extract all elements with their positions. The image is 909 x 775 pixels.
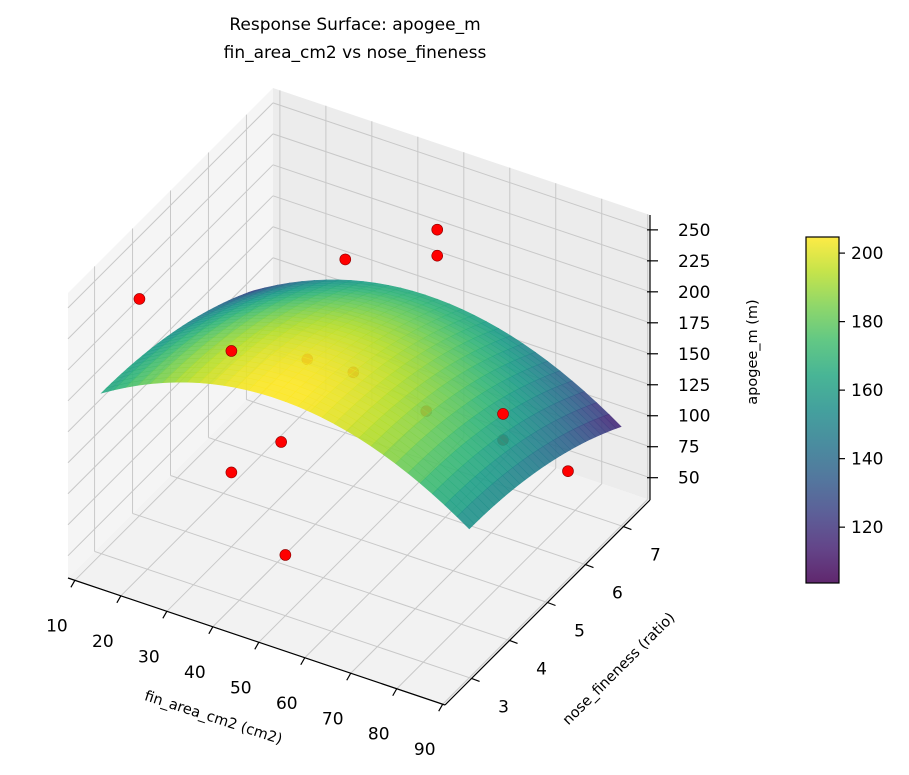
grid-line-z <box>67 133 274 340</box>
z-tick-label: 75 <box>678 438 700 458</box>
grid-line-z <box>272 102 651 231</box>
surface-patch <box>456 511 475 530</box>
y-tick <box>509 639 518 645</box>
x-tick-label: 50 <box>230 678 252 698</box>
colorbar-gradient <box>806 237 839 583</box>
chart-title: Response Surface: apogee_m <box>229 15 480 35</box>
y-tick-label: 7 <box>650 546 661 566</box>
data-point <box>133 293 146 305</box>
y-tick-label: 3 <box>498 697 509 717</box>
z-tick-label: 250 <box>678 221 710 241</box>
data-point <box>225 345 238 357</box>
response-surface <box>100 279 622 530</box>
grid-line-y <box>208 437 586 566</box>
y-tick-label: 5 <box>574 622 585 642</box>
grid-line-z <box>67 195 274 402</box>
x-tick-label: 90 <box>414 740 436 760</box>
data-point <box>497 408 509 420</box>
grid-line-z <box>67 226 274 433</box>
x-tick-label: 60 <box>276 694 298 714</box>
x-tick <box>162 611 168 619</box>
x-tick <box>116 595 122 604</box>
grid-line-z <box>67 164 274 371</box>
visible-data-points <box>133 223 509 561</box>
data-point <box>431 249 444 262</box>
y-tick-label: 6 <box>612 584 623 604</box>
grid-line-z <box>67 102 274 309</box>
z-tick-label: 225 <box>678 252 710 272</box>
x-tick <box>208 626 214 635</box>
x-tick <box>254 641 260 650</box>
grid-line-y <box>170 475 548 603</box>
x-axis-line <box>67 577 446 706</box>
colorbar-tick-label: 180 <box>851 313 883 333</box>
y-tick <box>585 563 594 569</box>
colorbar-tick-label: 120 <box>851 518 883 538</box>
chart-subtitle: fin_area_cm2 vs nose_fineness <box>224 43 487 63</box>
x-tick <box>392 688 398 697</box>
z-tick-label: 125 <box>678 376 710 396</box>
x-tick-label: 10 <box>46 616 68 636</box>
x-tick <box>346 672 352 681</box>
x-tick-label: 20 <box>92 632 114 652</box>
colorbar-tick-label: 140 <box>851 450 883 470</box>
z-tick-label: 150 <box>678 345 710 365</box>
z-axis-label: apogee_m (m) <box>745 299 761 404</box>
data-point <box>275 436 287 448</box>
z-tick-label: 50 <box>678 469 700 489</box>
grid-line-z <box>272 195 651 324</box>
x-tick <box>70 580 76 588</box>
x-tick-label: 30 <box>138 647 160 667</box>
x-tick-label: 40 <box>184 663 206 683</box>
data-point <box>562 465 574 477</box>
data-point <box>279 549 292 561</box>
y-tick <box>547 601 556 607</box>
axes: 10 20 30 40 50 60 70 80 90 3 4 5 6 7 50 75 100 125 150 175 2… <box>46 215 710 760</box>
x-tick-label: 70 <box>322 709 344 729</box>
grid-line-z <box>272 164 651 293</box>
colorbar-tick-label: 160 <box>851 381 883 401</box>
z-tick-label: 200 <box>678 283 710 303</box>
x-axis-label: fin_area_cm2 (cm2) <box>142 688 284 748</box>
data-point <box>339 253 352 266</box>
y-tick <box>623 526 632 531</box>
x-tick <box>438 703 444 712</box>
data-point <box>225 466 238 479</box>
x-tick-label: 80 <box>368 725 390 745</box>
z-tick-label: 175 <box>678 314 710 334</box>
grid-line-z <box>272 133 651 262</box>
grid-line-z <box>272 226 651 355</box>
grid-line-y <box>132 512 510 641</box>
grid-line-y <box>94 550 472 679</box>
colorbar-tick-label: 200 <box>851 244 883 264</box>
z-tick-label: 100 <box>678 407 710 427</box>
y-tick <box>471 677 480 682</box>
y-tick-label: 4 <box>536 659 547 679</box>
colorbar-frame <box>805 236 840 584</box>
colorbar: 120 140 160 180 200 <box>805 236 883 584</box>
x-tick <box>300 657 306 666</box>
data-point <box>431 223 444 236</box>
